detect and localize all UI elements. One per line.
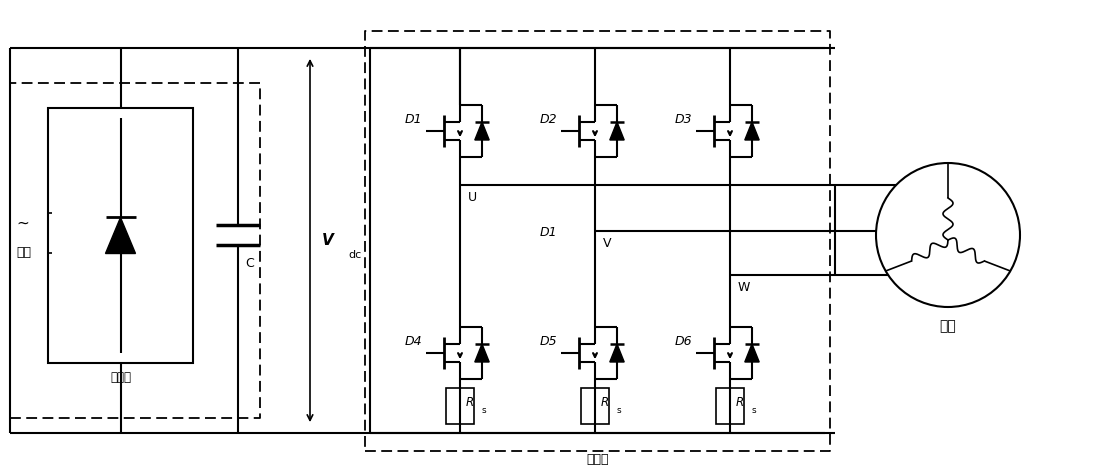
Text: 整流器: 整流器 xyxy=(110,371,131,384)
Polygon shape xyxy=(105,218,136,254)
Text: D3: D3 xyxy=(675,113,692,125)
Text: W: W xyxy=(738,281,750,294)
Text: U: U xyxy=(468,191,477,204)
Bar xyxy=(48,108,193,363)
Text: 逆变器: 逆变器 xyxy=(586,453,609,466)
Bar xyxy=(716,388,744,424)
Text: s: s xyxy=(617,405,622,414)
Text: D4: D4 xyxy=(405,334,422,348)
Text: ~: ~ xyxy=(16,216,29,230)
Circle shape xyxy=(877,163,1020,307)
Polygon shape xyxy=(475,344,489,362)
Text: R: R xyxy=(601,395,609,409)
Text: 市电: 市电 xyxy=(16,246,31,260)
Text: 电机: 电机 xyxy=(940,319,957,333)
Text: D1: D1 xyxy=(540,226,557,238)
Polygon shape xyxy=(745,344,759,362)
Bar xyxy=(581,388,609,424)
Text: D6: D6 xyxy=(675,334,692,348)
Text: D1: D1 xyxy=(405,113,422,125)
Text: R: R xyxy=(736,395,744,409)
Polygon shape xyxy=(745,122,759,140)
Text: D5: D5 xyxy=(540,334,557,348)
Text: V: V xyxy=(603,237,611,250)
Polygon shape xyxy=(610,122,624,140)
Text: dc: dc xyxy=(348,251,361,261)
Polygon shape xyxy=(475,122,489,140)
Text: D2: D2 xyxy=(540,113,557,125)
Text: C: C xyxy=(245,256,253,270)
Text: V: V xyxy=(323,233,333,248)
Bar xyxy=(446,388,474,424)
Text: R: R xyxy=(466,395,474,409)
Text: s: s xyxy=(482,405,487,414)
Polygon shape xyxy=(610,344,624,362)
Text: s: s xyxy=(753,405,757,414)
